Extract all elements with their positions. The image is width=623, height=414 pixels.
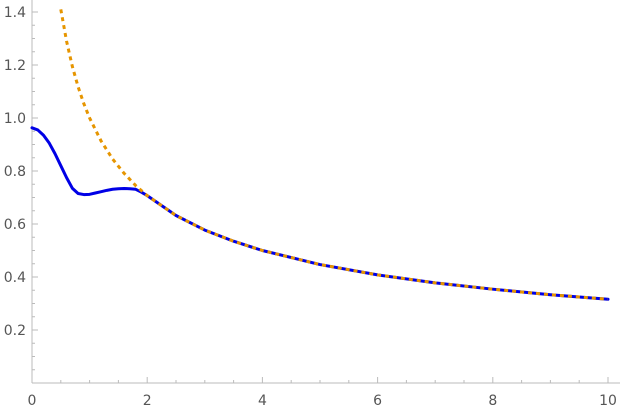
y-tick-label: 1.4 xyxy=(4,5,26,21)
x-tick-label: 8 xyxy=(488,393,497,409)
series-line-orange xyxy=(59,9,609,301)
x-tick-label: 6 xyxy=(373,393,382,409)
x-tick-label: 0 xyxy=(28,393,37,409)
y-tick-label: 1.0 xyxy=(4,111,26,127)
y-tick-label: 0.2 xyxy=(4,323,26,339)
y-tick-label: 0.8 xyxy=(4,164,26,180)
series-line-blue xyxy=(30,126,610,301)
series-layer xyxy=(30,9,610,301)
x-tick-label: 2 xyxy=(143,393,152,409)
y-tick-label: 0.6 xyxy=(4,217,26,233)
axes: 0 2 4 6 8 10 0.2 0.4 0.6 0.8 1.0 1.2 1.4 xyxy=(4,0,620,409)
x-tick-label: 10 xyxy=(599,393,617,409)
y-tick-label: 1.2 xyxy=(4,58,26,74)
y-tick-label: 0.4 xyxy=(4,270,26,286)
x-tick-label: 4 xyxy=(258,393,267,409)
